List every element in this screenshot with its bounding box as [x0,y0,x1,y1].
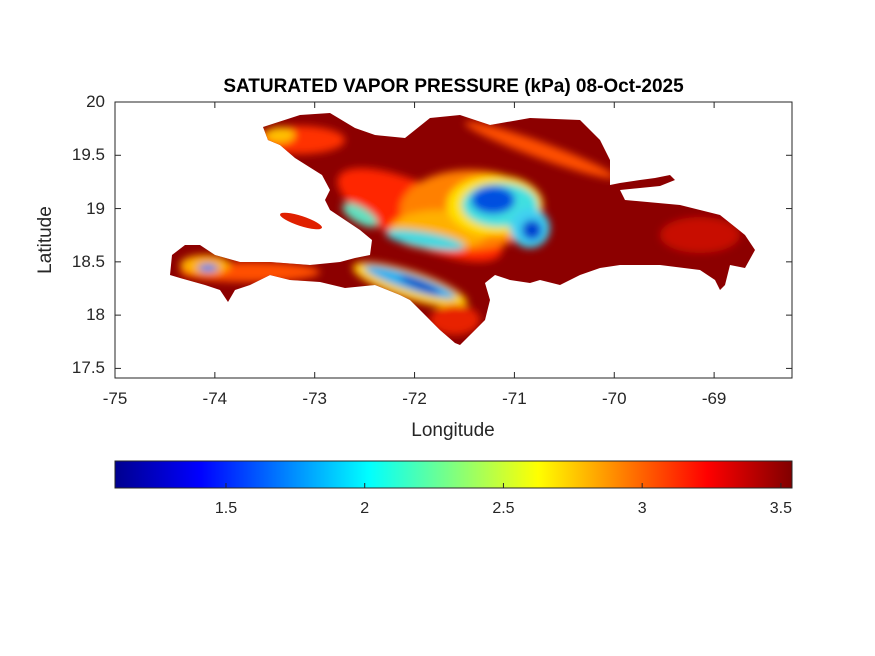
x-axis-label: Longitude [411,420,495,441]
y-axis-label: Latitude [35,206,56,274]
axes-box [114,101,793,379]
heatmap-field [180,121,740,335]
x-tick-label: -74 [202,389,228,408]
x-tick-label: -75 [102,389,128,408]
colorbar-tick-label: 3 [637,500,647,517]
y-tick-label: 20 [86,92,105,111]
y-tick-label: 18.5 [71,251,105,271]
colorbar-tick-label: 1.5 [214,500,238,517]
colorbar-tick-label: 3.5 [769,500,793,517]
colorbar-tick-label: 2.5 [492,500,515,517]
x-tick-label: -71 [502,389,527,408]
y-tick-label: 19.5 [71,145,105,165]
map-axes [114,101,793,379]
colorbar-tick-label: 2 [360,500,370,517]
x-tick-label: -72 [402,389,427,408]
colorbar-ticks [225,483,782,488]
y-tick-label: 18 [86,305,105,325]
colorbar [114,460,793,489]
x-tick-label: -73 [302,389,327,408]
tortuga-island [280,212,322,230]
chart-title: SATURATED VAPOR PRESSURE (kPa) 08-Oct-20… [223,76,684,97]
x-tick-label: -69 [701,389,727,408]
y-tick-label: 19 [86,198,105,218]
y-tick-label: 17.5 [71,358,105,378]
x-tick-label: -70 [601,389,627,408]
